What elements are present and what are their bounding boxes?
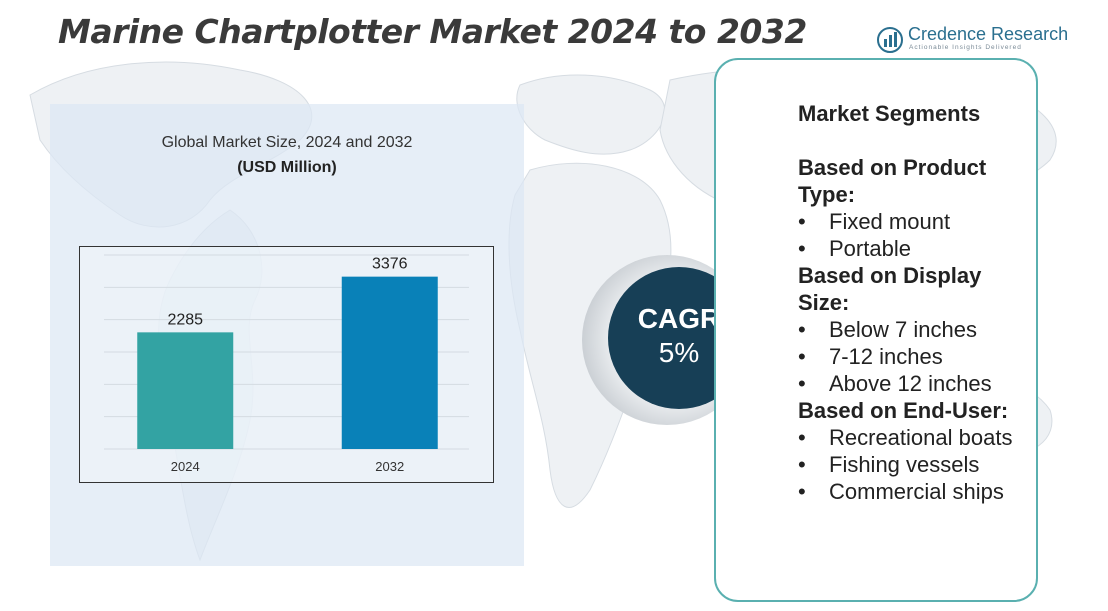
segment-group-title: Based on Product Type: bbox=[798, 155, 987, 207]
bar-2032 bbox=[341, 276, 438, 449]
bar-chart: 2285 2024 3376 2032 bbox=[104, 254, 469, 474]
data-label-2024: 2285 bbox=[167, 311, 203, 328]
company-logo: Credence Research Actionable Insights De… bbox=[876, 24, 1069, 54]
chart-title: Global Market Size, 2024 and 2032 bbox=[161, 134, 413, 151]
bullet-icon: • bbox=[798, 344, 806, 369]
segment-item: • Portable bbox=[798, 236, 911, 261]
bar-2024 bbox=[137, 332, 234, 449]
x-tick-label-2032: 2032 bbox=[375, 459, 404, 474]
bullet-icon: • bbox=[798, 371, 806, 396]
segments-heading: Market Segments bbox=[798, 101, 981, 126]
segment-item: • Below 7 inches bbox=[798, 317, 977, 342]
cagr-value: 5% bbox=[658, 337, 700, 368]
bullet-icon: • bbox=[798, 317, 806, 342]
bullet-icon: • bbox=[798, 209, 806, 234]
market-segments-panel: Market Segments Based on Product Type: •… bbox=[714, 58, 1038, 602]
segment-item: • Fishing vessels bbox=[798, 452, 980, 477]
x-tick-label-2024: 2024 bbox=[171, 459, 200, 474]
data-label-2032: 3376 bbox=[372, 256, 408, 273]
segment-item: • Above 12 inches bbox=[798, 371, 992, 396]
segment-group-title: Based on Display Size: bbox=[798, 263, 982, 315]
segment-item: • Recreational boats bbox=[798, 425, 1013, 450]
cagr-label: CAGR bbox=[637, 303, 721, 334]
segment-item: • 7-12 inches bbox=[798, 344, 943, 369]
logo-name: Credence Research bbox=[908, 24, 1069, 44]
segment-item: • Fixed mount bbox=[798, 209, 951, 234]
logo-tagline: Actionable Insights Delivered bbox=[909, 44, 1022, 51]
plot-area: 2285 2024 3376 2032 bbox=[79, 246, 494, 483]
chart-panel: Global Market Size, 2024 and 2032 (USD M… bbox=[50, 104, 524, 566]
bullet-icon: • bbox=[798, 479, 806, 504]
chart-subtitle: (USD Million) bbox=[237, 159, 337, 176]
segment-item: • Commercial ships bbox=[798, 479, 1004, 504]
bar-chart-circle-icon bbox=[877, 27, 903, 53]
page-title: Marine Chartplotter Market 2024 to 2032 bbox=[58, 12, 807, 51]
bullet-icon: • bbox=[798, 452, 806, 477]
bullet-icon: • bbox=[798, 236, 806, 261]
bullet-icon: • bbox=[798, 425, 806, 450]
segment-group-title: Based on End-User: bbox=[798, 398, 1009, 423]
